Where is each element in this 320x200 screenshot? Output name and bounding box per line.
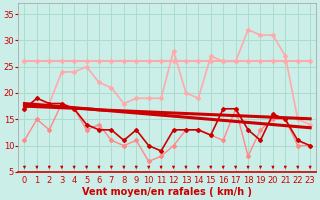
X-axis label: Vent moyen/en rafales ( km/h ): Vent moyen/en rafales ( km/h ) bbox=[82, 187, 252, 197]
